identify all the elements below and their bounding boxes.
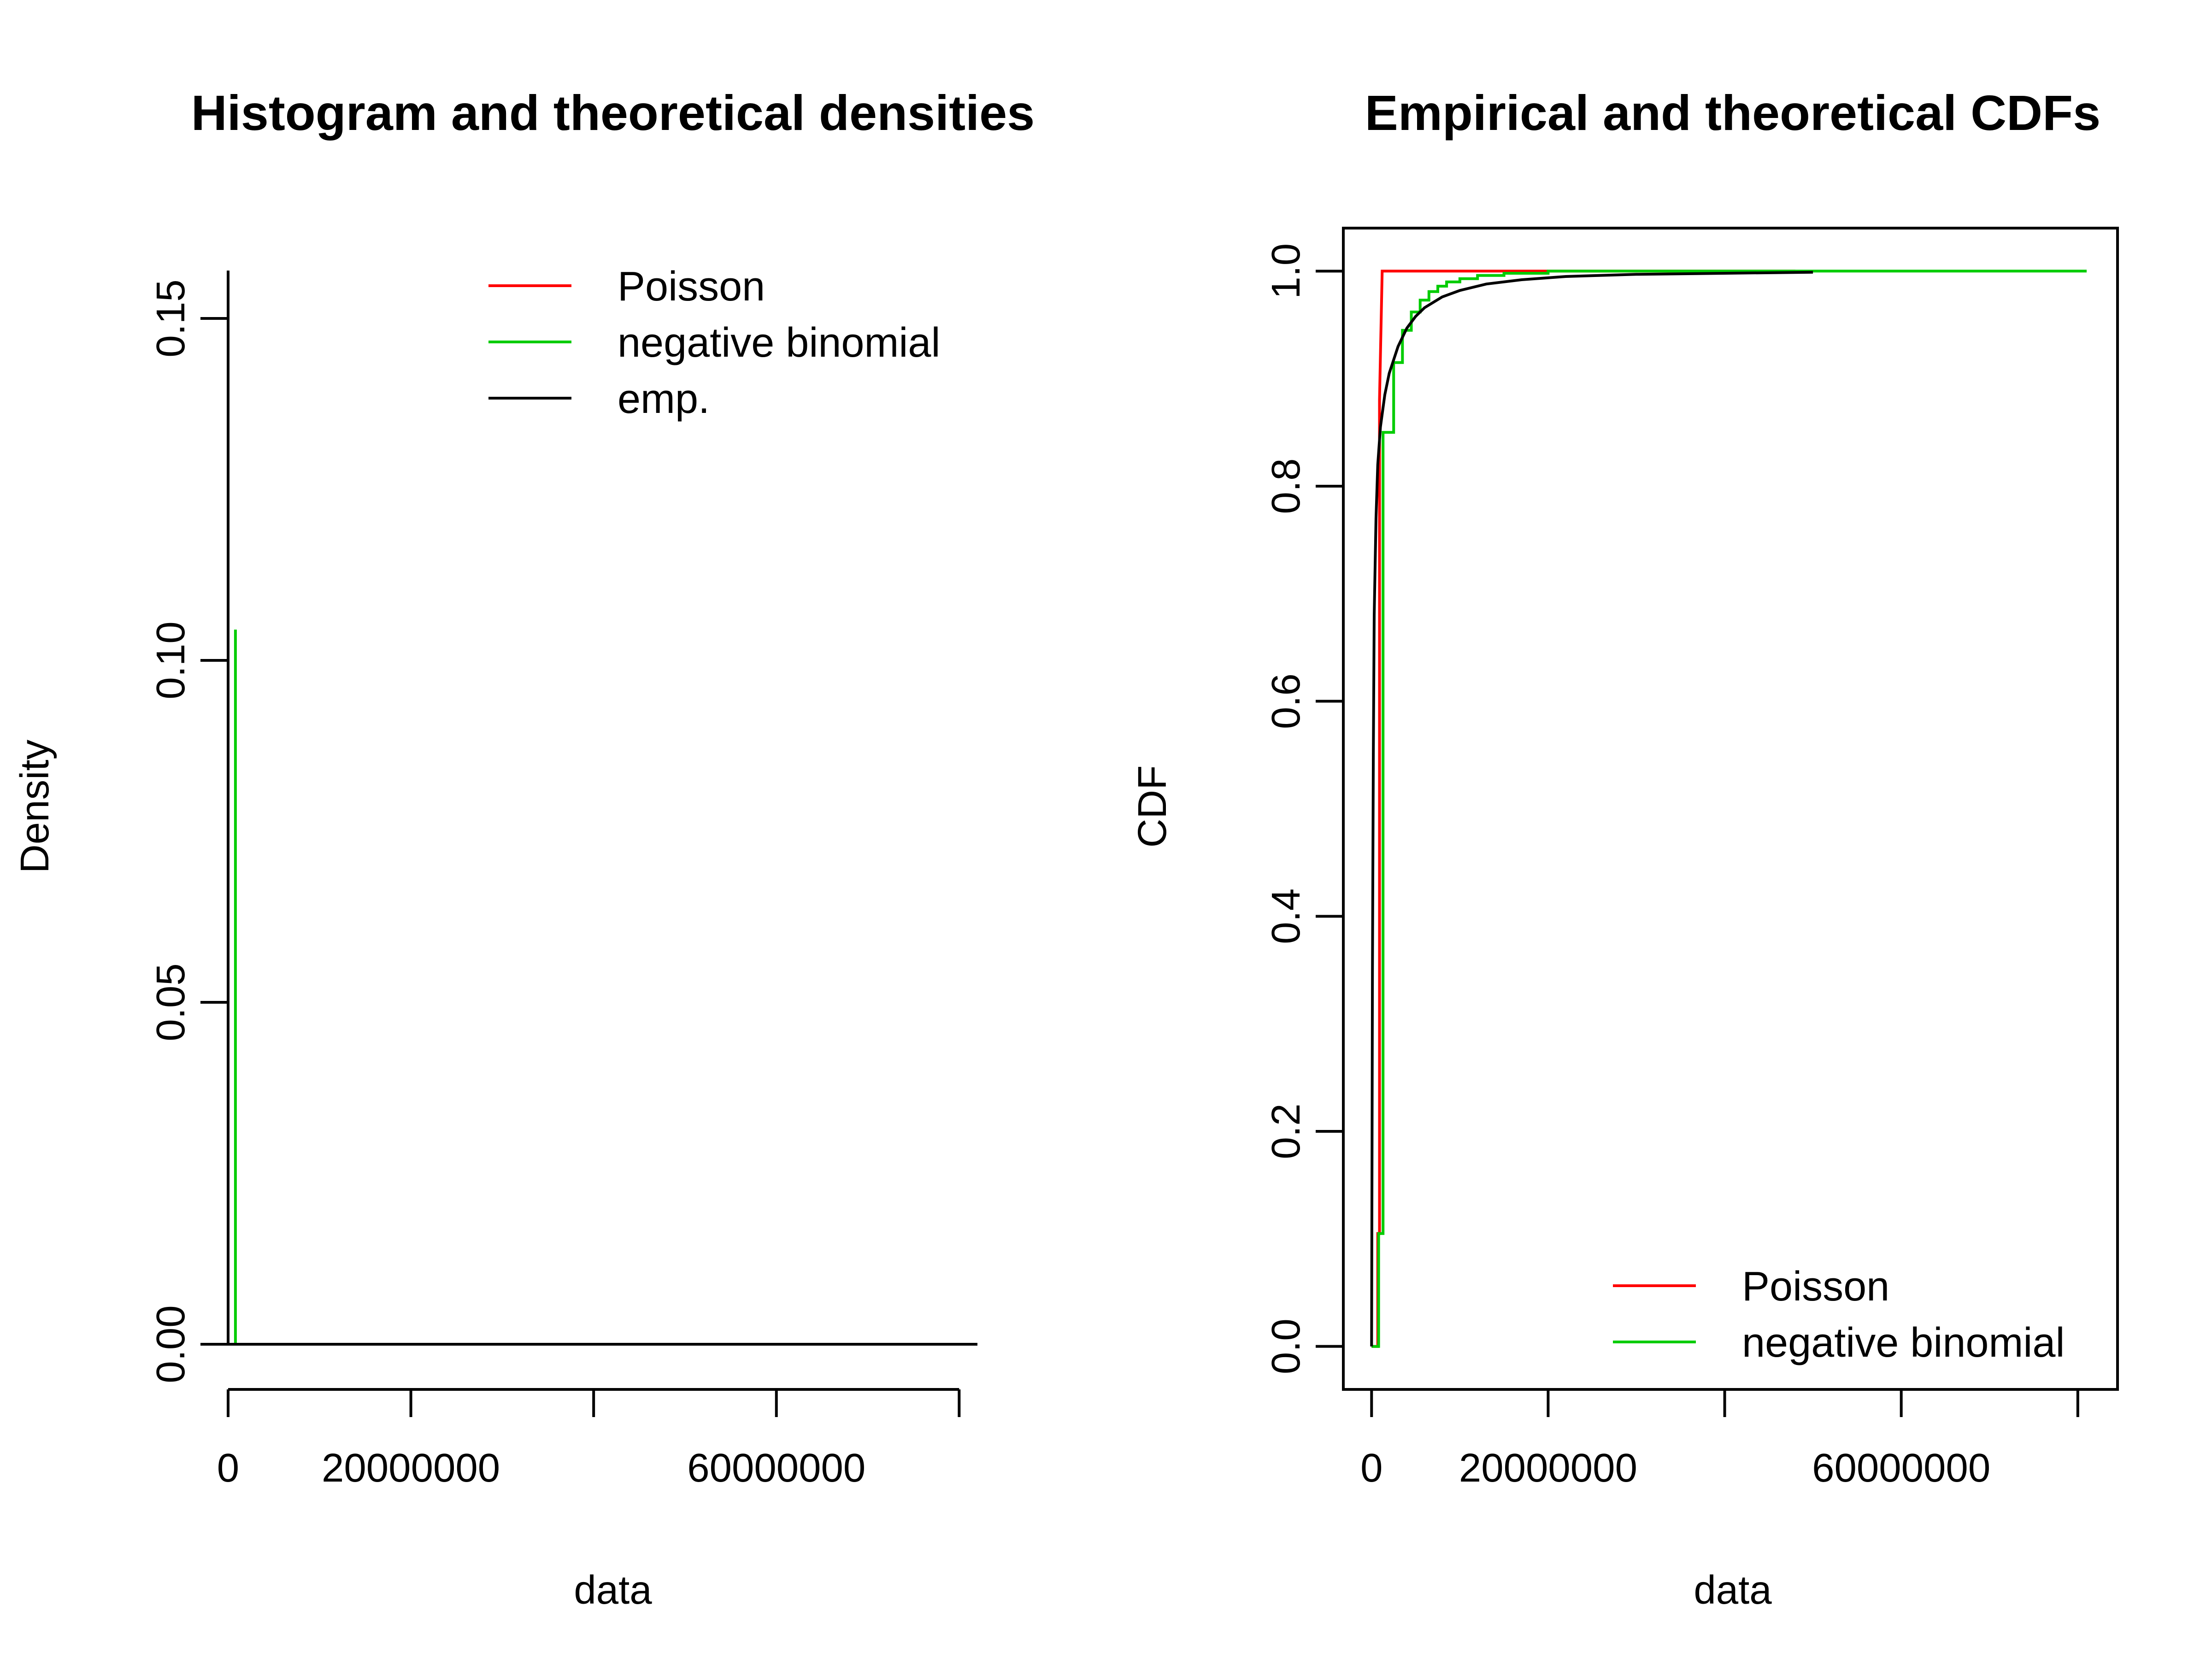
right-series-poisson <box>1371 270 1795 1348</box>
right-x-axis-label: data <box>1694 1568 1772 1612</box>
right-y-tick-label: 0.0 <box>1264 1318 1308 1374</box>
left-legend-label: emp. <box>618 376 710 422</box>
right-axes: 0.0 0.2 0.4 0.6 0.8 1.0 0 20000000 60000000 <box>1264 243 2079 1490</box>
right-y-tick-label: 0.6 <box>1264 673 1308 729</box>
left-x-tick-label: 60000000 <box>687 1446 865 1490</box>
left-y-tick-label: 0.15 <box>148 279 193 357</box>
right-chart-title: Empirical and theoretical CDFs <box>1365 85 2100 141</box>
left-x-tick-label: 20000000 <box>322 1446 500 1490</box>
left-axes: 0.00 0.05 0.10 0.15 0 20000000 60000000 <box>148 279 961 1490</box>
right-y-axis-label: CDF <box>1130 765 1175 848</box>
right-legend: Poisson negative binomial <box>1613 1264 2065 1366</box>
left-y-tick-label: 0.05 <box>148 963 193 1041</box>
left-legend-label: Poisson <box>618 264 765 310</box>
left-series <box>227 271 977 1346</box>
right-series-negative-binomial <box>1371 270 2087 1348</box>
right-y-tick-label: 0.2 <box>1264 1104 1308 1159</box>
left-panel: Histogram and theoretical densities data… <box>12 85 1035 1612</box>
right-plot-box <box>1342 227 2119 1391</box>
right-legend-label: Poisson <box>1742 1264 1889 1310</box>
right-x-tick-label: 0 <box>1360 1446 1382 1490</box>
right-y-tick-label: 0.8 <box>1264 459 1308 514</box>
left-y-tick-label: 0.10 <box>148 621 193 699</box>
right-panel: Empirical and theoretical CDFs data CDF … <box>1130 85 2119 1612</box>
right-y-tick-label: 1.0 <box>1264 243 1308 299</box>
left-x-axis-label: data <box>574 1568 652 1612</box>
left-x-tick-label: 0 <box>217 1446 239 1490</box>
right-series <box>1370 270 2087 1348</box>
left-legend-label: negative binomial <box>618 320 940 366</box>
right-x-tick-label: 60000000 <box>1812 1446 1990 1490</box>
left-y-axis-label: Density <box>12 739 57 873</box>
right-legend-label: negative binomial <box>1742 1320 2065 1366</box>
right-x-tick-label: 20000000 <box>1459 1446 1637 1490</box>
right-series-emp <box>1370 271 1813 1347</box>
left-legend: Poisson negative binomial emp. <box>488 264 940 422</box>
left-y-tick-label: 0.00 <box>148 1305 193 1383</box>
right-y-tick-label: 0.4 <box>1264 888 1308 944</box>
left-chart-title: Histogram and theoretical densities <box>191 85 1035 141</box>
left-series-emp <box>227 271 977 1346</box>
